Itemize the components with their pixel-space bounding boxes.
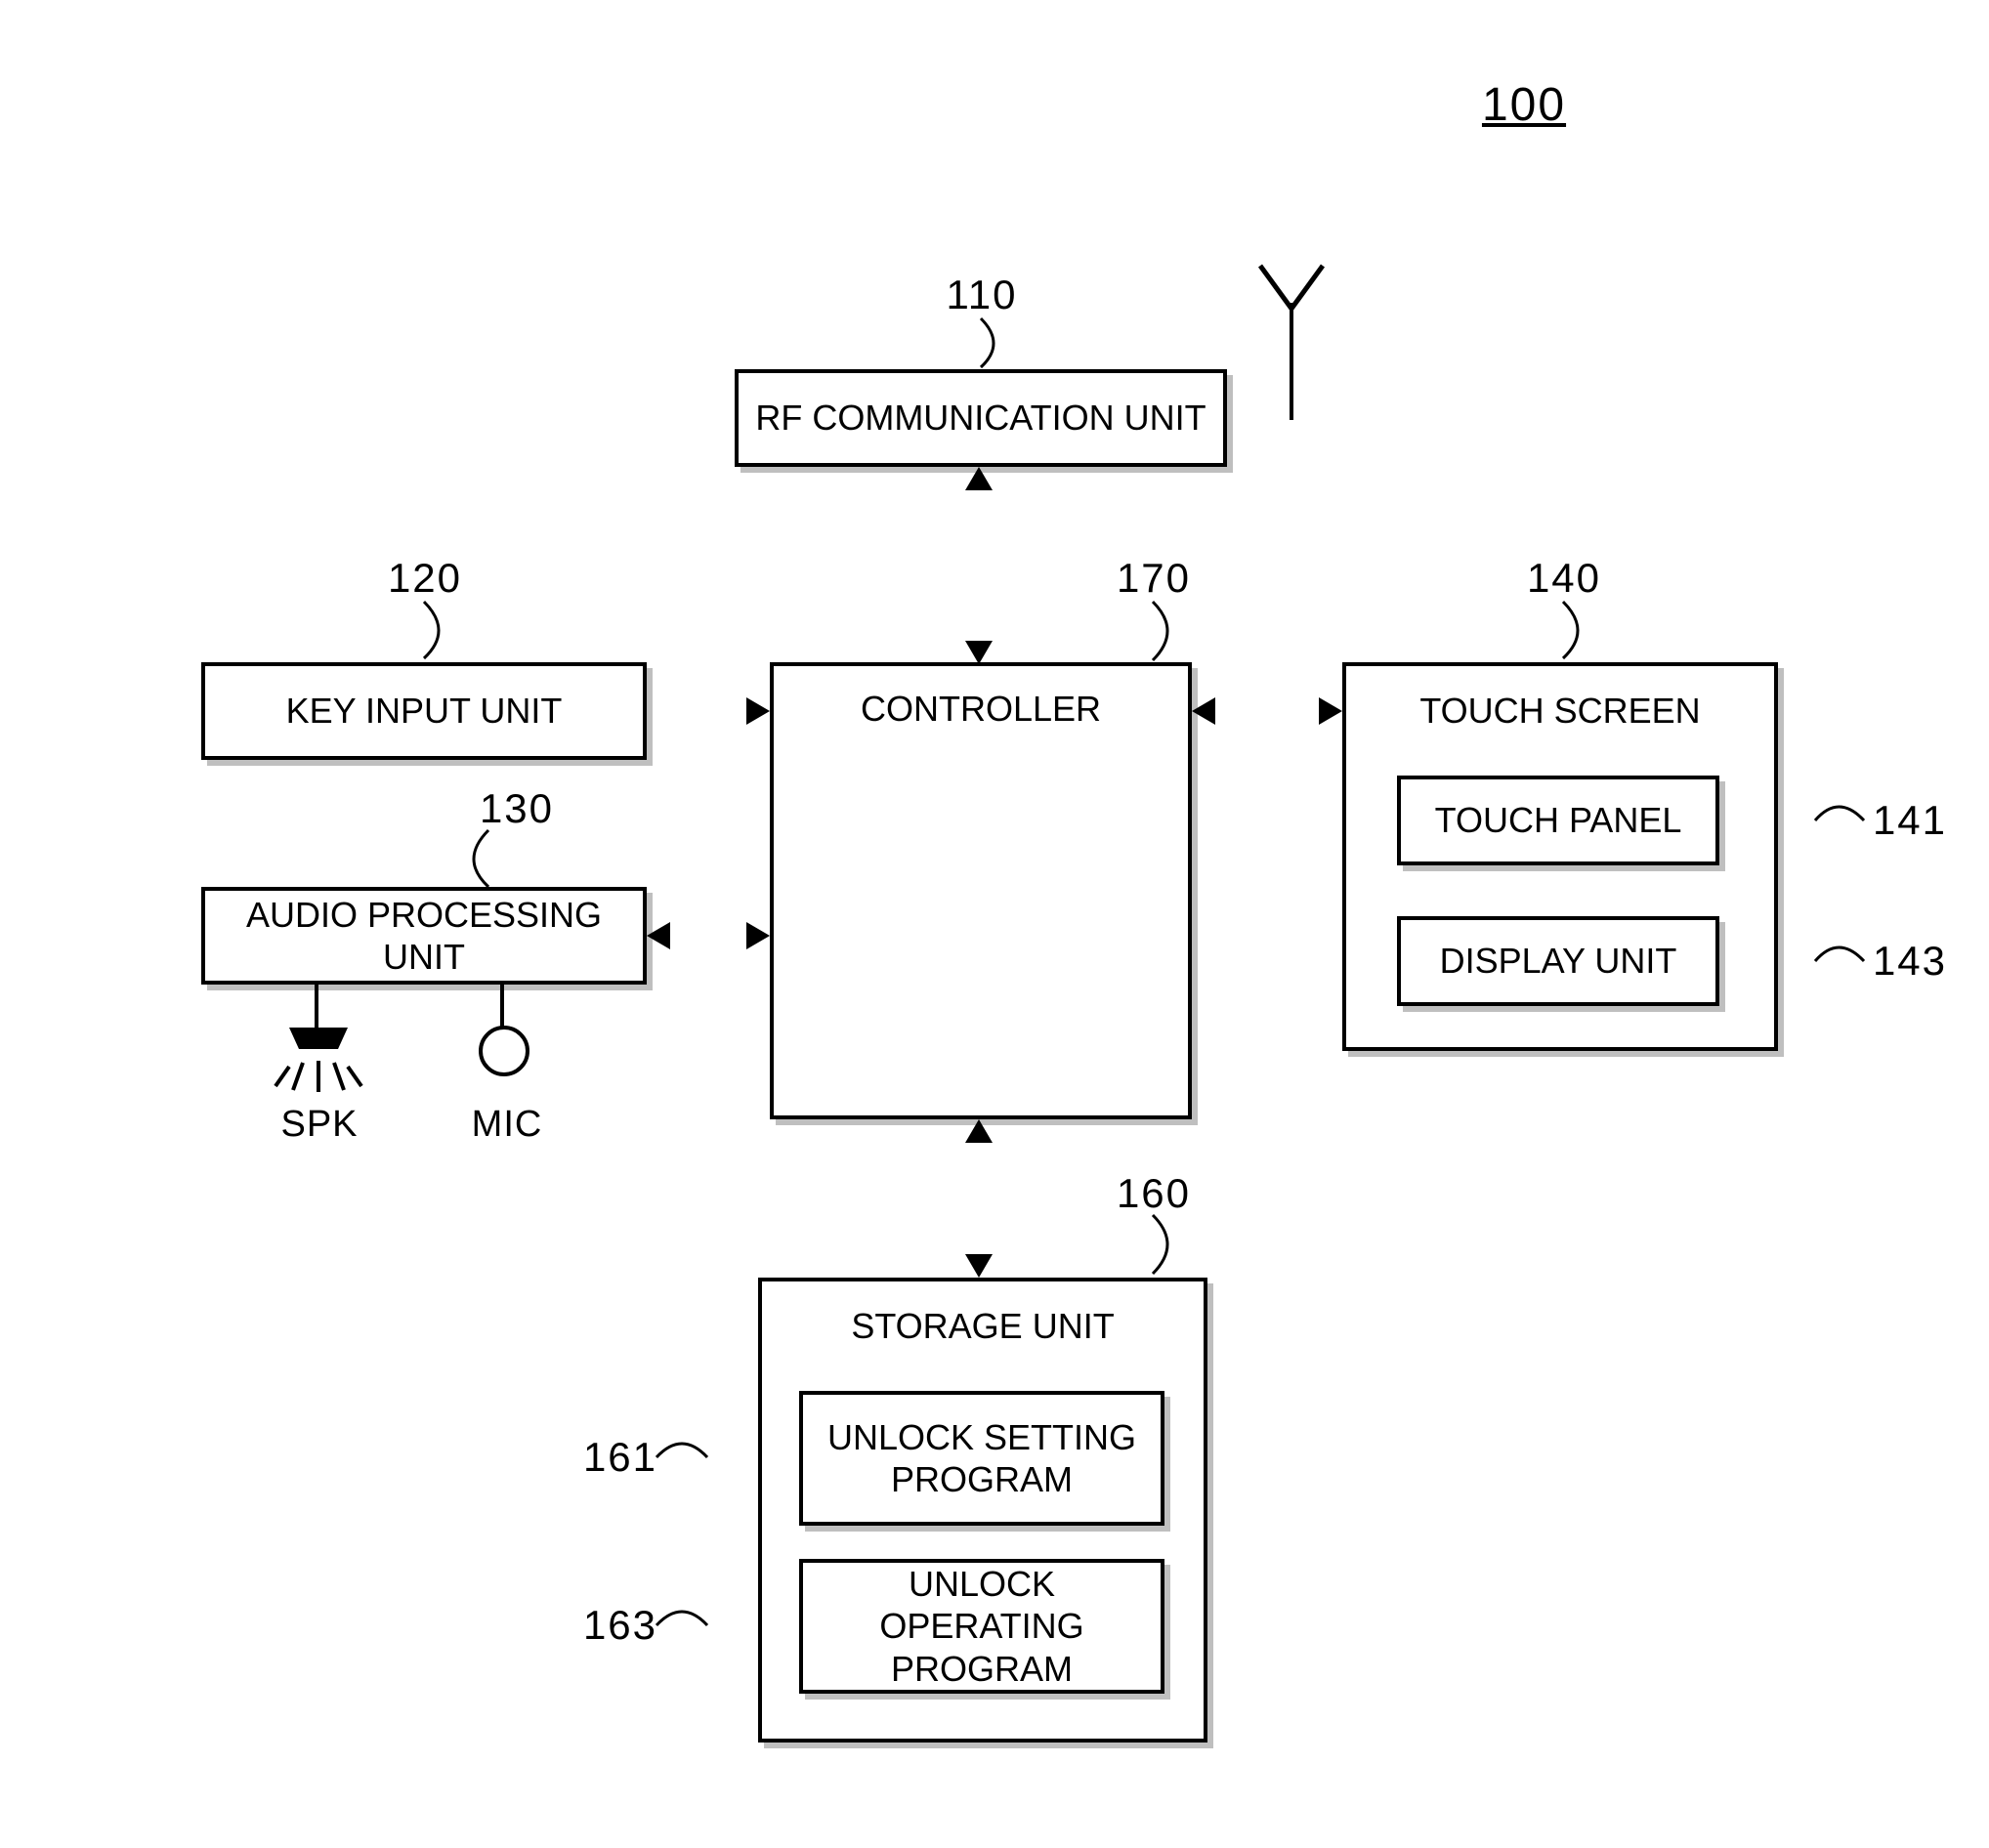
label-key-input: KEY INPUT UNIT xyxy=(205,666,643,756)
ref-touch: 140 xyxy=(1520,555,1608,602)
ref-dunit: 143 xyxy=(1866,938,1954,985)
leader-ctrl xyxy=(1149,598,1207,664)
label-display-unit: DISPLAY UNIT xyxy=(1401,920,1715,1002)
leader-storage xyxy=(1149,1211,1207,1278)
label-mic: MIC xyxy=(463,1104,551,1146)
ref-tpanel: 141 xyxy=(1866,797,1954,844)
leader-audio xyxy=(434,826,492,891)
leader-line-dunit xyxy=(0,221,94,225)
leader-rf xyxy=(977,315,1036,373)
arrow-storage-up xyxy=(963,1117,994,1151)
arrow-audio-right xyxy=(739,920,772,951)
diagram-stage: 100 110 RF COMMUNICATION UNIT 170 CONTRO… xyxy=(0,0,1989,1848)
leader-dunit xyxy=(1811,932,1870,971)
arrow-storage-down xyxy=(963,1246,994,1280)
label-unlock-operating: UNLOCK OPERATING PROGRAM xyxy=(803,1563,1161,1690)
label-touch-panel: TOUCH PANEL xyxy=(1401,779,1715,861)
figure-ref-100: 100 xyxy=(1465,78,1583,132)
ref-unlockset: 161 xyxy=(576,1434,664,1481)
leader-touch xyxy=(1559,598,1618,662)
arrow-audio-left xyxy=(645,920,678,951)
label-unlock-setting: UNLOCK SETTING PROGRAM xyxy=(803,1395,1161,1522)
block-touch-panel: TOUCH PANEL xyxy=(1397,776,1719,865)
block-controller: CONTROLLER xyxy=(770,662,1192,1119)
label-controller: CONTROLLER xyxy=(774,680,1188,738)
mic-icon xyxy=(479,1026,529,1076)
block-audio: AUDIO PROCESSING UNIT xyxy=(201,887,647,985)
block-display-unit: DISPLAY UNIT xyxy=(1397,916,1719,1006)
block-key-input: KEY INPUT UNIT xyxy=(201,662,647,760)
leader-line-unlockop xyxy=(0,387,94,391)
ref-unlockop: 163 xyxy=(576,1602,664,1649)
ref-rf: 110 xyxy=(938,272,1026,318)
mic-stem xyxy=(500,985,504,1029)
label-spk: SPK xyxy=(275,1104,363,1146)
label-touchscreen: TOUCH SCREEN xyxy=(1346,684,1774,738)
ref-key: 120 xyxy=(381,555,469,602)
leader-key xyxy=(420,598,479,662)
block-rf: RF COMMUNICATION UNIT xyxy=(735,369,1227,467)
arrow-touch-left xyxy=(1190,695,1223,727)
spk-stem xyxy=(315,985,318,1029)
arrow-key-right xyxy=(739,695,772,727)
block-unlock-setting: UNLOCK SETTING PROGRAM xyxy=(799,1391,1164,1526)
label-storage: STORAGE UNIT xyxy=(762,1299,1204,1354)
ref-ctrl: 170 xyxy=(1110,555,1198,602)
spk-waves-icon xyxy=(274,1057,363,1096)
arrow-rf-up xyxy=(963,465,994,498)
label-audio: AUDIO PROCESSING UNIT xyxy=(205,891,643,981)
label-rf: RF COMMUNICATION UNIT xyxy=(739,373,1223,463)
conn-rf-ctrl xyxy=(0,8,4,205)
spk-icon xyxy=(279,1026,358,1074)
arrow-touch-right xyxy=(1311,695,1344,727)
block-unlock-operating: UNLOCK OPERATING PROGRAM xyxy=(799,1559,1164,1694)
antenna-stem xyxy=(1290,303,1293,420)
ref-audio: 130 xyxy=(473,785,561,832)
ref-storage: 160 xyxy=(1110,1170,1198,1217)
conn-rf-to-antenna xyxy=(0,4,43,8)
conn-ctrl-storage xyxy=(0,225,4,383)
arrow-rf-down xyxy=(963,633,994,666)
leader-tpanel xyxy=(1811,791,1870,830)
